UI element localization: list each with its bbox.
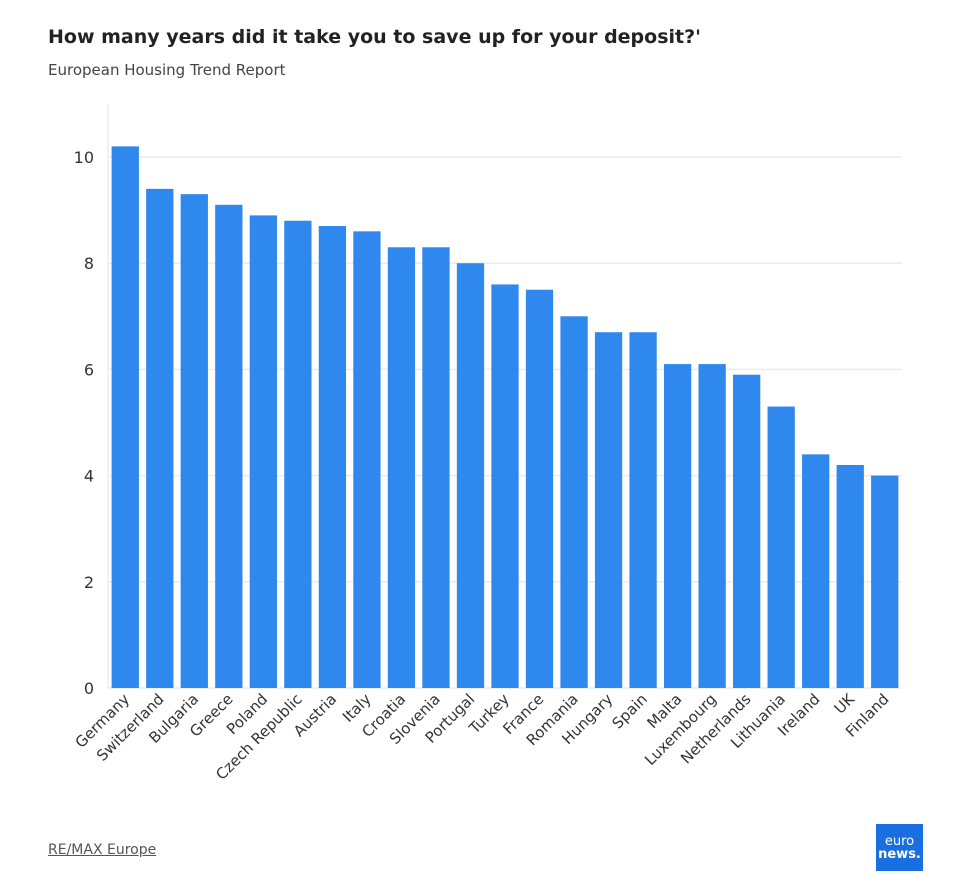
bar [663,364,692,688]
bar [594,332,623,688]
x-tick-label: UK [831,689,859,717]
bar [698,364,726,688]
bar [733,374,761,688]
logo-line2: news. [878,846,921,862]
bar [353,231,381,688]
y-tick-label: 8 [84,254,94,273]
bar [180,194,208,689]
y-tick-label: 10 [74,148,94,167]
bar [560,316,588,688]
euronews-logo: euro news. [876,824,923,871]
source-link[interactable]: RE/MAX Europe [48,842,157,858]
y-tick-label: 2 [84,573,94,592]
bar [215,204,243,689]
chart-subtitle: European Housing Trend Report [48,61,286,79]
bar [111,146,139,688]
bar [284,220,312,688]
bar [422,247,450,688]
bar [836,464,864,688]
bar [525,289,554,688]
x-tick-label: Spain [609,690,651,732]
y-tick-label: 6 [84,360,94,379]
bar [767,406,795,688]
bar [629,332,657,688]
bar [491,284,519,688]
chart-title: How many years did it take you to save u… [48,26,701,48]
bar [387,247,416,688]
bar [146,188,174,689]
bar [871,475,899,688]
bar [456,263,485,688]
bar [249,215,277,688]
bar [802,454,830,688]
bar [318,226,347,688]
logo-line1: euro [884,833,915,849]
y-tick-label: 4 [84,467,94,486]
y-tick-label: 0 [84,679,94,698]
bar-chart: 0246810GermanySwitzerlandBulgariaGreeceP… [72,104,902,784]
